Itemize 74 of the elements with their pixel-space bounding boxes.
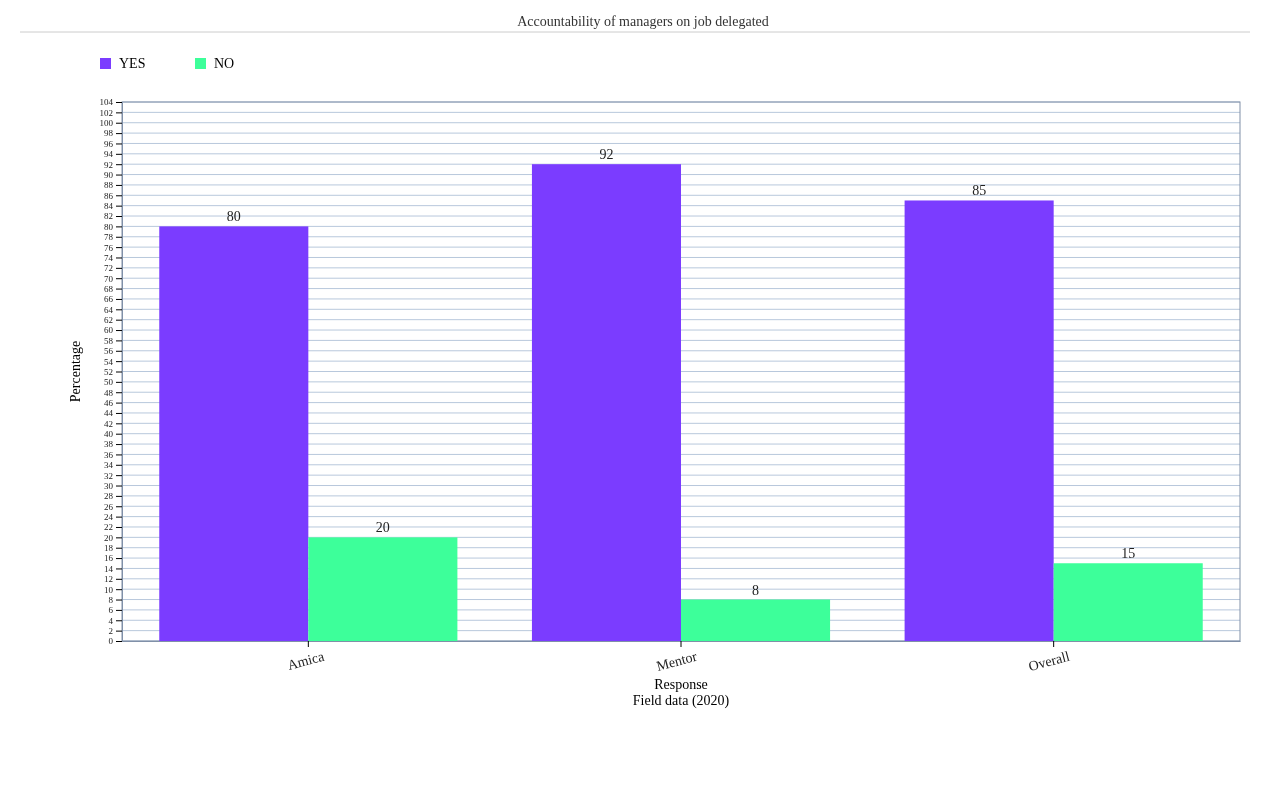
bar — [159, 226, 309, 641]
data-label: 85 — [972, 183, 987, 199]
y-tick-label: 58 — [104, 335, 114, 346]
y-tick-label: 56 — [104, 346, 114, 357]
y-tick-label: 24 — [104, 512, 114, 522]
y-tick-label: 20 — [104, 532, 114, 543]
y-tick-label: 104 — [99, 97, 114, 108]
data-label: 80 — [226, 209, 241, 225]
y-tick-label: 46 — [104, 397, 114, 408]
y-tick-label: 32 — [104, 470, 113, 481]
y-tick-label: 94 — [104, 149, 114, 160]
y-tick-label: 98 — [104, 128, 114, 139]
y-tick-label: 64 — [104, 304, 114, 315]
y-tick-label: 4 — [108, 615, 114, 626]
y-tick-label: 76 — [104, 242, 114, 253]
x-tick-label: Overall — [1026, 648, 1072, 675]
y-tick-label: 8 — [108, 594, 114, 605]
y-tick-label: 66 — [104, 294, 114, 305]
y-tick-label: 0 — [108, 636, 114, 647]
data-label: 8 — [752, 582, 760, 598]
data-label: 20 — [375, 520, 390, 536]
y-tick-label: 16 — [104, 553, 114, 564]
data-label: 92 — [599, 147, 614, 163]
legend-label: YES — [119, 56, 146, 71]
legend-label: NO — [214, 56, 235, 71]
y-tick-label: 102 — [99, 107, 113, 118]
data-label: 15 — [1121, 546, 1136, 562]
y-tick-label: 54 — [104, 356, 114, 367]
y-tick-label: 96 — [104, 138, 114, 149]
y-tick-label: 74 — [104, 252, 114, 263]
y-tick-label: 52 — [104, 366, 113, 377]
y-tick-label: 48 — [104, 387, 114, 398]
y-tick-label: 60 — [104, 325, 114, 336]
y-tick-label: 38 — [104, 439, 114, 450]
bar — [1053, 563, 1203, 641]
y-tick-label: 34 — [104, 460, 114, 471]
y-tick-label: 70 — [104, 273, 114, 284]
y-tick-label: 36 — [104, 449, 114, 460]
y-tick-label: 12 — [104, 574, 113, 585]
y-tick-label: 44 — [104, 408, 114, 419]
y-tick-label: 82 — [104, 211, 113, 222]
bar — [308, 537, 458, 641]
y-tick-label: 2 — [108, 626, 113, 637]
y-tick-label: 40 — [104, 429, 114, 440]
y-tick-label: 14 — [104, 563, 114, 574]
y-tick-label: 90 — [104, 169, 114, 180]
y-tick-label: 6 — [108, 605, 114, 616]
y-tick-label: 26 — [104, 501, 114, 512]
y-tick-label: 86 — [104, 190, 114, 201]
y-tick-label: 72 — [104, 263, 113, 274]
bar — [904, 200, 1054, 641]
y-tick-label: 100 — [99, 118, 114, 129]
y-tick-label: 78 — [104, 232, 114, 243]
y-tick-label: 22 — [104, 522, 113, 533]
y-tick-label: 42 — [104, 418, 113, 429]
bar — [531, 164, 681, 641]
chart-title: Accountability of managers on job delegated — [517, 14, 769, 29]
y-tick-label: 84 — [104, 201, 114, 212]
bar — [681, 599, 831, 641]
y-tick-label: 62 — [104, 315, 113, 326]
y-tick-label: 18 — [104, 543, 114, 554]
y-tick-label: 88 — [104, 180, 114, 191]
y-tick-label: 68 — [104, 283, 114, 294]
y-tick-label: 50 — [104, 377, 114, 388]
y-tick-label: 28 — [104, 491, 114, 502]
y-tick-label: 30 — [104, 480, 114, 491]
x-tick-label: Amica — [285, 648, 327, 673]
text: Field data (2020) — [632, 693, 730, 709]
x-tick-label: Mentor — [654, 648, 699, 674]
y-tick-label: 10 — [104, 584, 114, 595]
y-tick-label: 92 — [104, 159, 113, 170]
x-axis-title: Response — [654, 677, 708, 692]
y-tick-label: 80 — [104, 221, 114, 232]
y-axis-title: Percentage — [68, 340, 83, 403]
